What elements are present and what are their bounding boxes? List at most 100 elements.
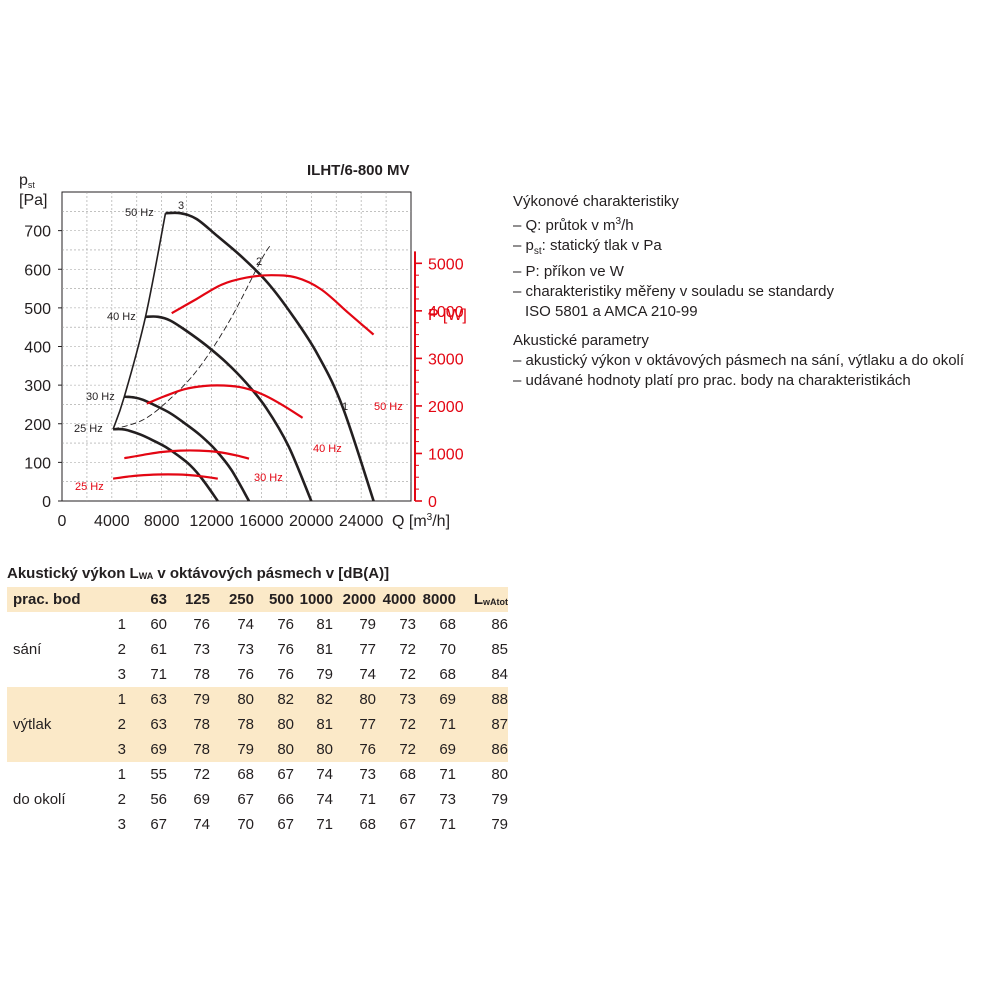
table-cell: 67 bbox=[277, 766, 294, 783]
svg-text:pst: pst bbox=[19, 172, 35, 190]
table-cell: 74 bbox=[359, 666, 376, 683]
table-cell: 85 bbox=[491, 641, 508, 658]
table-row: sání 2 61 73 73 76 81 77 72 70 85 bbox=[7, 637, 508, 662]
table-cell: 73 bbox=[399, 616, 416, 633]
table-cell: 66 bbox=[277, 791, 294, 808]
x-tick-label: 12000 bbox=[189, 513, 234, 530]
header-freq: 2000 bbox=[333, 587, 376, 612]
table-cell: 76 bbox=[277, 666, 294, 683]
performance-q: – Q: průtok v m3/h bbox=[513, 216, 634, 234]
table-cell: 69 bbox=[416, 737, 456, 762]
table-cell: 88 bbox=[456, 687, 508, 712]
table-cell: 84 bbox=[491, 666, 508, 683]
y-right-axis-label: P [W] bbox=[428, 307, 467, 324]
acoustic-table: prac. bod 63 125 250 500 1000 2000 4000 … bbox=[7, 587, 508, 837]
table-cell: 73 bbox=[359, 766, 376, 783]
table-cell: 74 bbox=[316, 766, 333, 783]
acoustic-title: Akustické parametry bbox=[513, 332, 649, 349]
table-cell: 68 bbox=[359, 816, 376, 833]
table-cell: 79 bbox=[167, 687, 210, 712]
table-cell: 68 bbox=[399, 766, 416, 783]
performance-info: Výkonové charakteristiky – Q: průtok v m… bbox=[513, 192, 834, 322]
table-cell: 80 bbox=[254, 737, 294, 762]
row-group-label bbox=[7, 662, 95, 687]
table-row: 3 69 78 79 80 80 76 72 69 86 bbox=[7, 737, 508, 762]
label-pressure-25hz: 25 Hz bbox=[74, 423, 103, 435]
row-group-label bbox=[7, 612, 95, 637]
table-cell: 71 bbox=[316, 816, 333, 833]
x-tick-label: 16000 bbox=[239, 513, 284, 530]
header-freq: 4000 bbox=[376, 587, 416, 612]
table-cell: 70 bbox=[237, 816, 254, 833]
table-cell: 82 bbox=[294, 687, 333, 712]
header-freq: 63 bbox=[126, 587, 167, 612]
table-cell: 73 bbox=[376, 687, 416, 712]
label-power-50hz: 50 Hz bbox=[374, 401, 403, 413]
table-cell: 77 bbox=[333, 712, 376, 737]
y-left-tick-label: 0 bbox=[42, 494, 51, 511]
stall-line bbox=[112, 213, 167, 430]
y-right-tick-label: 1000 bbox=[428, 446, 464, 463]
table-cell: 67 bbox=[399, 791, 416, 808]
table-cell: 76 bbox=[193, 616, 210, 633]
table-cell: 63 bbox=[126, 712, 167, 737]
grid bbox=[62, 192, 411, 501]
pressure-curve-25hz bbox=[113, 427, 219, 502]
chart-title: ILHT/6-800 MV bbox=[307, 162, 410, 179]
row-group-label: do okolí bbox=[13, 791, 66, 808]
table-cell: 72 bbox=[376, 737, 416, 762]
table-cell: 67 bbox=[399, 816, 416, 833]
power-curve-50hz bbox=[171, 274, 375, 336]
label-power-40hz: 40 Hz bbox=[313, 443, 342, 455]
table-cell: 86 bbox=[491, 616, 508, 633]
header-freq: 1000 bbox=[294, 587, 333, 612]
label-pressure-50hz: 50 Hz bbox=[125, 207, 154, 219]
table-cell: 87 bbox=[456, 712, 508, 737]
x-tick-label: 20000 bbox=[289, 513, 334, 530]
label-operating-point-1: 1 bbox=[342, 401, 348, 413]
power-curve-25hz bbox=[112, 473, 219, 480]
table-cell: 56 bbox=[150, 791, 167, 808]
header-freq: 8000 bbox=[416, 587, 456, 612]
table-cell: 74 bbox=[237, 616, 254, 633]
table-cell: 73 bbox=[237, 641, 254, 658]
header-prac-bod: prac. bod bbox=[7, 587, 126, 612]
table-cell: 71 bbox=[359, 791, 376, 808]
row-operating-point: 1 bbox=[117, 616, 126, 633]
curves bbox=[112, 211, 375, 502]
header-lwatot: LwAtot bbox=[456, 587, 508, 612]
acoustic-table-title: Akustický výkon LWA v oktávových pásmech… bbox=[7, 565, 390, 582]
row-operating-point: 2 bbox=[95, 712, 126, 737]
x-tick-label: 0 bbox=[58, 513, 67, 530]
row-group-label: sání bbox=[13, 641, 42, 658]
table-cell: 79 bbox=[491, 816, 508, 833]
acoustic-info: Akustické parametry – akustický výkon v … bbox=[513, 331, 964, 391]
y-left-tick-label: 400 bbox=[24, 340, 51, 357]
row-operating-point: 3 bbox=[117, 666, 126, 683]
table-cell: 71 bbox=[416, 712, 456, 737]
row-operating-point: 2 bbox=[117, 641, 126, 658]
performance-standards-2: ISO 5801 a AMCA 210-99 bbox=[525, 303, 698, 320]
table-cell: 81 bbox=[294, 712, 333, 737]
table-cell: 80 bbox=[333, 687, 376, 712]
power-curve-30hz bbox=[124, 449, 250, 460]
y-right-tick-label: 0 bbox=[428, 494, 437, 511]
header-freq: 125 bbox=[167, 587, 210, 612]
table-cell: 67 bbox=[150, 816, 167, 833]
x-axis-label: Q [m3/h] bbox=[392, 512, 450, 530]
table-cell: 78 bbox=[210, 712, 254, 737]
table-cell: 79 bbox=[316, 666, 333, 683]
pressure-curve-50hz bbox=[165, 211, 375, 502]
table-cell: 82 bbox=[254, 687, 294, 712]
table-cell: 69 bbox=[193, 791, 210, 808]
performance-standards-1: – charakteristiky měřeny v souladu se st… bbox=[513, 283, 834, 300]
table-row: 1 55 72 68 67 74 73 68 71 80 bbox=[7, 762, 508, 787]
table-row: 1 63 79 80 82 82 80 73 69 88 bbox=[7, 687, 508, 712]
table-cell: 67 bbox=[237, 791, 254, 808]
label-power-30hz: 30 Hz bbox=[254, 472, 283, 484]
y-left-tick-labels: 0 100 200 300 400 500 600 700 bbox=[24, 224, 62, 511]
header-freq: 500 bbox=[254, 587, 294, 612]
y-left-tick-label: 700 bbox=[24, 224, 51, 241]
y-left-tick-label: 300 bbox=[24, 378, 51, 395]
table-cell: 55 bbox=[150, 766, 167, 783]
